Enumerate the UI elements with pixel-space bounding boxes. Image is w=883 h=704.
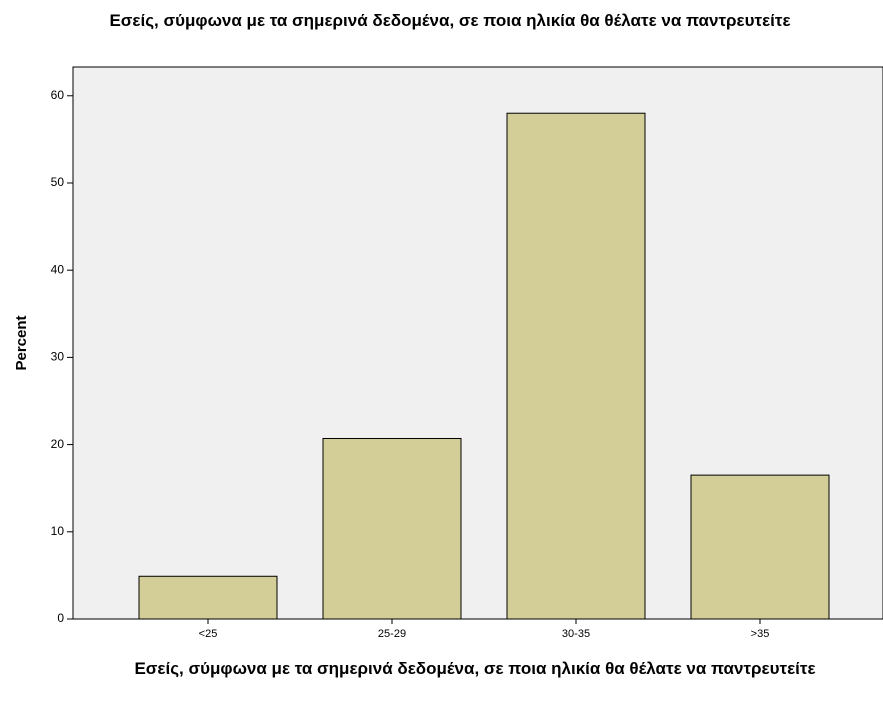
x-tick-label: 25-29 [378,628,406,640]
y-axis-label: Percent [13,315,30,370]
y-tick-label: 60 [51,88,65,102]
y-tick-label: 50 [51,175,65,189]
chart-title: Εσείς, σύμφωνα με τα σημερινά δεδομένα, … [109,11,791,30]
bar [506,112,646,620]
y-tick-label: 30 [51,350,65,364]
y-tick-label: 20 [51,437,65,451]
y-tick-label: 10 [51,524,65,538]
bar [690,474,830,620]
y-tick-label: 0 [57,611,64,625]
x-tick-label: 30-35 [562,628,590,640]
bar [138,575,278,620]
y-tick-label: 40 [51,262,65,276]
x-tick-label: >35 [751,628,770,640]
bar [322,437,462,620]
x-tick-label: <25 [199,628,218,640]
x-axis-label: Εσείς, σύμφωνα με τα σημερινά δεδομένα, … [134,659,816,678]
